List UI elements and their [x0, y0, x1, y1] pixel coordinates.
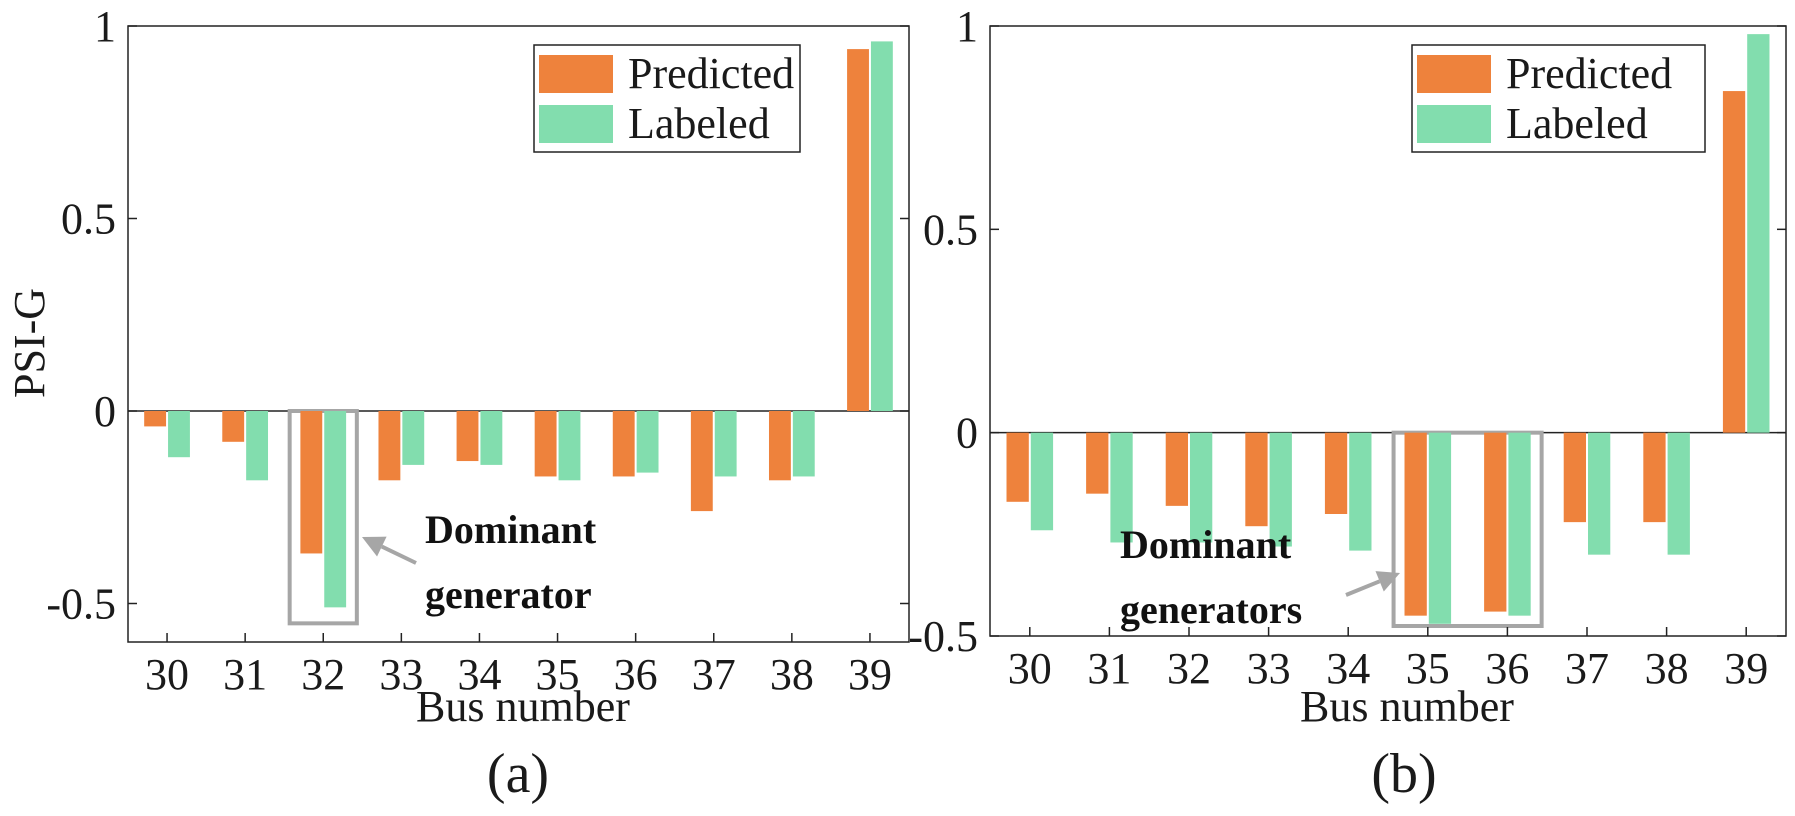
annotation-arrow-shaft	[1345, 579, 1381, 597]
bar-predicted-37	[1563, 432, 1586, 523]
bar-predicted-31	[222, 411, 245, 442]
bar-labeled-39	[870, 41, 893, 412]
x-tick-label: 33	[1247, 644, 1291, 693]
bar-predicted-30	[144, 411, 167, 427]
bar-predicted-36	[1484, 432, 1507, 612]
annotation-arrow-head	[1375, 571, 1400, 592]
bar-labeled-38	[1667, 432, 1690, 555]
legend-label: Predicted	[1506, 49, 1672, 98]
annotation-line-2: generators	[1120, 587, 1302, 632]
bar-labeled-37	[714, 411, 737, 477]
legend-swatch-labeled	[1417, 105, 1491, 143]
x-tick-label: 30	[145, 650, 189, 699]
highlight-box	[287, 409, 359, 626]
x-axis-label: Bus number	[416, 682, 630, 731]
x-tick-label: 32	[301, 650, 345, 699]
bar-predicted-33	[1245, 432, 1268, 527]
x-tick-label: 31	[1087, 644, 1131, 693]
highlight-box	[1391, 430, 1544, 628]
bar-labeled-34	[1349, 432, 1372, 551]
x-tick-label: 32	[1167, 644, 1211, 693]
x-tick-label: 33	[379, 650, 423, 699]
panel-caption: (b)	[1371, 743, 1436, 805]
bar-predicted-35	[534, 411, 557, 477]
annotation-line-1: Dominant	[425, 507, 597, 552]
legend-label: Labeled	[1506, 99, 1648, 148]
bar-labeled-38	[792, 411, 815, 477]
chart-panel-b: -0.5 0 0.5 1 30 31 32 33 34 35 36 37 38 39 Bus number P…	[908, 2, 1787, 805]
bar-predicted-38	[1643, 432, 1666, 523]
y-tick-label: -0.5	[46, 580, 116, 629]
plot-frame	[127, 25, 910, 643]
x-tick-label: 35	[1406, 644, 1450, 693]
x-tick-label: 31	[223, 650, 267, 699]
bar-predicted-34	[456, 411, 479, 462]
y-tick-label: 0	[94, 387, 116, 436]
bar-predicted-36	[612, 411, 635, 477]
bar-predicted-32	[1165, 432, 1188, 506]
x-tick-label: 34	[457, 650, 501, 699]
bar-labeled-36	[636, 411, 659, 473]
annotation-arrow-head	[362, 536, 387, 557]
bar-predicted-32	[300, 411, 323, 554]
bar-predicted-39	[847, 49, 869, 411]
x-tick-label: 38	[1645, 644, 1689, 693]
bar-predicted-33	[378, 411, 401, 481]
bar-labeled-30	[168, 411, 190, 458]
y-tick-label: 0.5	[923, 205, 978, 254]
legend-label: Labeled	[628, 99, 770, 148]
bar-labeled-32	[1190, 432, 1213, 543]
annotation-line-1: Dominant	[1120, 522, 1292, 567]
bar-labeled-34	[480, 411, 503, 465]
bar-labeled-31	[246, 411, 269, 481]
annotation-arrow-shaft	[380, 544, 417, 565]
bar-predicted-34	[1324, 432, 1348, 514]
legend-label: Predicted	[628, 49, 794, 98]
y-tick-label: 1	[94, 2, 116, 51]
bar-labeled-30	[1030, 432, 1054, 531]
annotation-line-2: generator	[425, 572, 592, 617]
bar-labeled-36	[1508, 432, 1531, 616]
x-tick-label: 34	[1326, 644, 1370, 693]
bar-labeled-32	[324, 411, 347, 608]
bar-labeled-39	[1747, 34, 1770, 433]
bar-labeled-33	[402, 411, 425, 465]
bar-predicted-39	[1722, 91, 1746, 433]
y-tick-label: 0.5	[61, 195, 116, 244]
bar-predicted-31	[1086, 432, 1109, 494]
legend-swatch-predicted	[539, 55, 613, 93]
bar-labeled-33	[1269, 432, 1292, 547]
plot-frame	[989, 25, 1787, 637]
bar-predicted-30	[1006, 432, 1029, 502]
x-tick-label: 39	[848, 650, 892, 699]
panel-caption: (a)	[487, 743, 549, 805]
x-tick-label: 37	[1565, 644, 1609, 693]
x-tick-label: 37	[692, 650, 736, 699]
bar-predicted-35	[1404, 432, 1427, 616]
legend-swatch-predicted	[1417, 55, 1491, 93]
bar-labeled-35	[558, 411, 581, 481]
chart-panel-a: -0.5 0 0.5 1 30 31 32 33 34 35 36 37 38 39 Bus number P…	[5, 2, 910, 805]
bar-labeled-37	[1588, 432, 1611, 555]
x-tick-label: 39	[1724, 644, 1768, 693]
bar-predicted-38	[768, 411, 791, 481]
y-axis-label: PSI-G	[5, 288, 54, 398]
x-tick-label: 35	[536, 650, 580, 699]
bar-predicted-37	[690, 411, 713, 512]
x-tick-label: 30	[1008, 644, 1052, 693]
y-tick-label: 0	[956, 409, 978, 458]
y-tick-label: 1	[956, 2, 978, 51]
x-tick-label: 36	[1485, 644, 1529, 693]
y-tick-label: -0.5	[908, 612, 978, 661]
x-tick-label: 36	[614, 650, 658, 699]
x-axis-label: Bus number	[1300, 682, 1514, 731]
bar-labeled-35	[1428, 432, 1452, 624]
bar-labeled-31	[1110, 432, 1133, 543]
x-tick-label: 38	[770, 650, 814, 699]
legend-swatch-labeled	[539, 105, 613, 143]
